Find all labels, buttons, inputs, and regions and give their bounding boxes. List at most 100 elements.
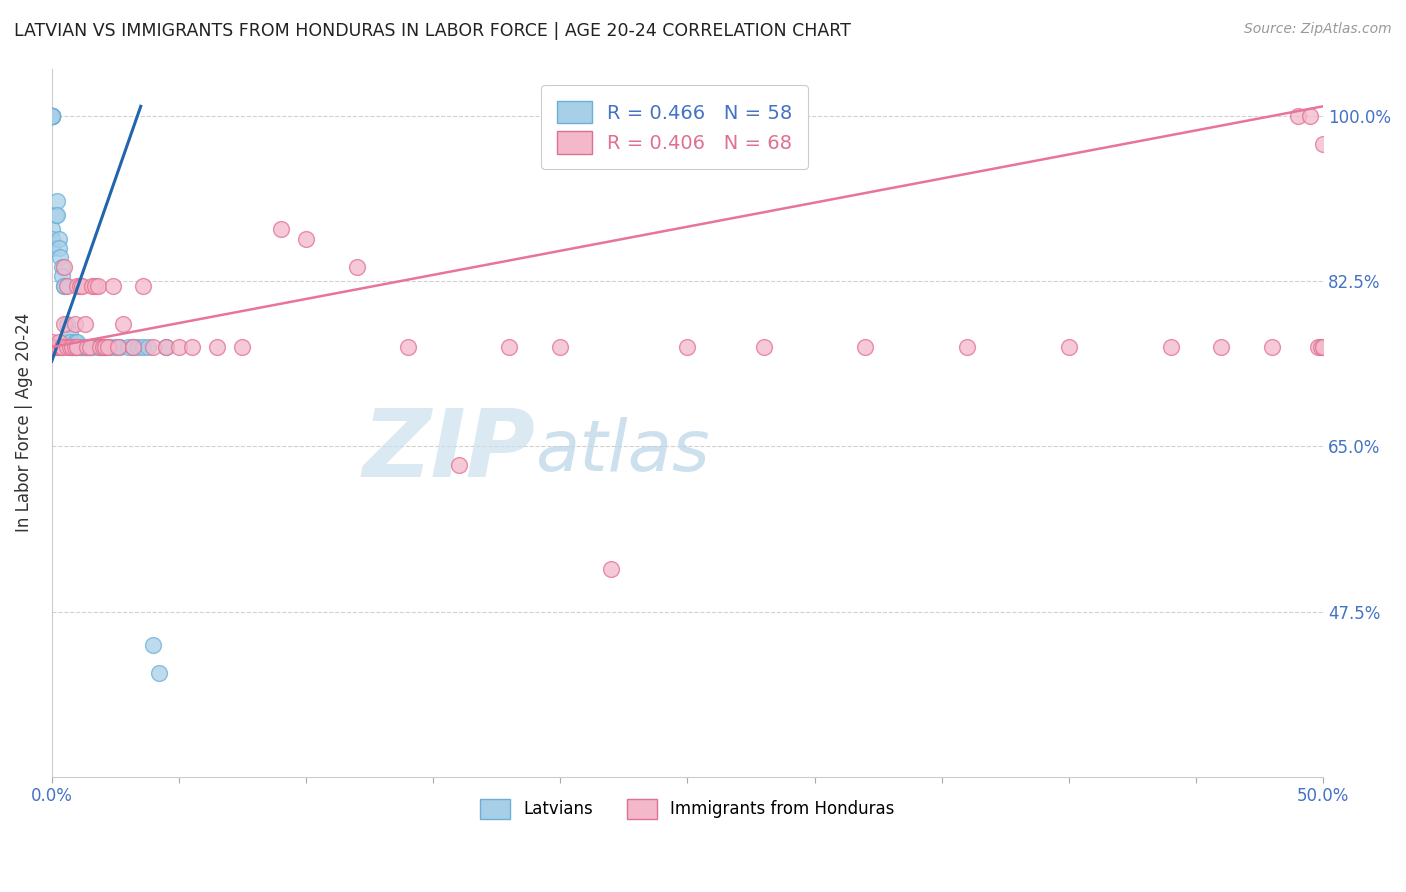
- Point: [41, 340, 63, 354]
- Point: [138, 340, 160, 354]
- Point: [600, 562, 623, 576]
- Point: [53, 278, 76, 293]
- Point: [41, 222, 63, 236]
- Point: [60, 340, 83, 354]
- Point: [122, 340, 145, 354]
- Point: [63, 340, 86, 354]
- Point: [155, 340, 177, 354]
- Point: [346, 260, 368, 274]
- Point: [60, 340, 83, 354]
- Point: [56, 340, 79, 354]
- Point: [84, 278, 107, 293]
- Text: ZIP: ZIP: [361, 405, 534, 497]
- Point: [56, 335, 79, 350]
- Point: [44, 340, 66, 354]
- Point: [1309, 340, 1331, 354]
- Point: [1312, 137, 1334, 152]
- Point: [63, 317, 86, 331]
- Point: [41, 109, 63, 123]
- Point: [107, 340, 129, 354]
- Point: [82, 278, 104, 293]
- Point: [167, 340, 190, 354]
- Point: [231, 340, 253, 354]
- Point: [60, 340, 83, 354]
- Point: [1286, 109, 1309, 123]
- Point: [53, 317, 76, 331]
- Y-axis label: In Labor Force | Age 20-24: In Labor Force | Age 20-24: [15, 313, 32, 533]
- Point: [45, 340, 67, 354]
- Point: [122, 340, 145, 354]
- Point: [1306, 340, 1329, 354]
- Point: [63, 335, 86, 350]
- Point: [66, 335, 89, 350]
- Point: [41, 231, 63, 245]
- Point: [111, 317, 134, 331]
- Point: [127, 340, 149, 354]
- Point: [205, 340, 228, 354]
- Point: [49, 251, 72, 265]
- Point: [56, 317, 79, 331]
- Point: [89, 340, 111, 354]
- Point: [45, 340, 67, 354]
- Point: [295, 231, 318, 245]
- Point: [72, 278, 94, 293]
- Point: [550, 340, 572, 354]
- Point: [1160, 340, 1182, 354]
- Point: [142, 638, 165, 652]
- Point: [41, 340, 63, 354]
- Point: [72, 340, 94, 354]
- Point: [58, 335, 80, 350]
- Text: LATVIAN VS IMMIGRANTS FROM HONDURAS IN LABOR FORCE | AGE 20-24 CORRELATION CHART: LATVIAN VS IMMIGRANTS FROM HONDURAS IN L…: [14, 22, 851, 40]
- Point: [41, 340, 63, 354]
- Point: [79, 340, 101, 354]
- Point: [752, 340, 775, 354]
- Point: [1299, 109, 1322, 123]
- Point: [69, 340, 91, 354]
- Point: [56, 278, 79, 293]
- Point: [91, 340, 114, 354]
- Point: [48, 231, 70, 245]
- Point: [41, 109, 63, 123]
- Point: [53, 260, 76, 274]
- Point: [956, 340, 979, 354]
- Point: [63, 340, 86, 354]
- Point: [41, 109, 63, 123]
- Point: [41, 109, 63, 123]
- Point: [110, 340, 132, 354]
- Point: [76, 340, 98, 354]
- Point: [48, 241, 70, 255]
- Point: [66, 278, 89, 293]
- Point: [45, 208, 67, 222]
- Point: [94, 340, 117, 354]
- Point: [148, 665, 170, 680]
- Point: [1057, 340, 1080, 354]
- Point: [98, 340, 121, 354]
- Point: [53, 278, 76, 293]
- Point: [86, 340, 108, 354]
- Point: [1312, 340, 1334, 354]
- Point: [89, 340, 111, 354]
- Point: [676, 340, 699, 354]
- Point: [41, 109, 63, 123]
- Point: [66, 340, 89, 354]
- Point: [41, 340, 63, 354]
- Point: [41, 109, 63, 123]
- Point: [91, 340, 114, 354]
- Point: [86, 278, 108, 293]
- Point: [1261, 340, 1284, 354]
- Point: [117, 340, 139, 354]
- Point: [51, 260, 73, 274]
- Point: [155, 340, 177, 354]
- Point: [41, 241, 63, 255]
- Point: [447, 458, 470, 473]
- Point: [94, 340, 117, 354]
- Point: [45, 194, 67, 208]
- Point: [41, 109, 63, 123]
- Point: [76, 340, 98, 354]
- Point: [82, 340, 104, 354]
- Point: [270, 222, 292, 236]
- Point: [58, 340, 80, 354]
- Point: [41, 109, 63, 123]
- Text: Source: ZipAtlas.com: Source: ZipAtlas.com: [1244, 22, 1392, 37]
- Point: [44, 340, 66, 354]
